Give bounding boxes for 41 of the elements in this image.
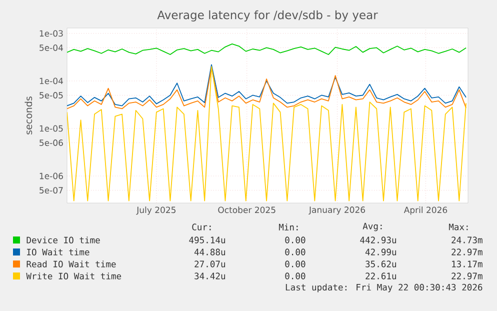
text: 34.42u	[194, 272, 226, 280]
y-tick-label: 1e-03	[40, 30, 63, 37]
text: Cur:	[192, 224, 211, 230]
legend-label: IO Wait time	[27, 248, 90, 256]
line-series	[67, 66, 466, 202]
text: 44.88u	[194, 248, 226, 256]
text: Max:	[448, 224, 468, 230]
legend-label: Read IO Wait time	[26, 260, 116, 268]
x-tick-label: October 2025	[218, 206, 276, 214]
x-tick-label: April 2026	[404, 206, 448, 215]
y-tick-label: 1e-06	[40, 172, 63, 180]
y-tick-label: 5e-04	[40, 44, 63, 51]
text: Avg:	[362, 222, 382, 232]
y-tick-label: 5e-07	[40, 187, 63, 194]
line-series	[67, 44, 466, 55]
text: 22.61u	[366, 272, 396, 280]
x-tick-label: January 2026	[308, 206, 366, 215]
text: 442.93u	[360, 236, 396, 244]
y-axis-title: seconds	[24, 96, 32, 134]
text: 27.07u	[194, 260, 226, 268]
text: 0.00	[285, 248, 306, 256]
text: Last update: Fri May 22 00:30:43 2026	[286, 284, 482, 292]
chart-title: Average latency for /dev/sdb - by year	[157, 10, 378, 22]
text: 35.62u	[366, 260, 396, 268]
y-tick-label: 1e-05	[40, 125, 63, 132]
text: 24.73m	[452, 236, 482, 244]
text: 13.17m	[452, 260, 482, 268]
legend-label: Device IO time	[26, 236, 100, 244]
text: 22.97m	[452, 248, 482, 256]
text: 495.14u	[189, 236, 226, 244]
y-tick-label: 1e-04	[40, 78, 63, 84]
text: 0.00	[285, 260, 306, 268]
text: 0.00	[285, 272, 306, 280]
text: 0.00	[285, 236, 306, 244]
text: Min:	[278, 224, 298, 230]
y-tick-label: 5e-06	[40, 140, 63, 146]
text: 22.97m	[452, 272, 482, 280]
text: 42.99u	[365, 248, 396, 256]
y-tick-label: 5e-05	[40, 92, 63, 98]
legend-label: Write IO Wait time	[26, 272, 122, 280]
x-tick-label: July 2025	[136, 206, 176, 215]
